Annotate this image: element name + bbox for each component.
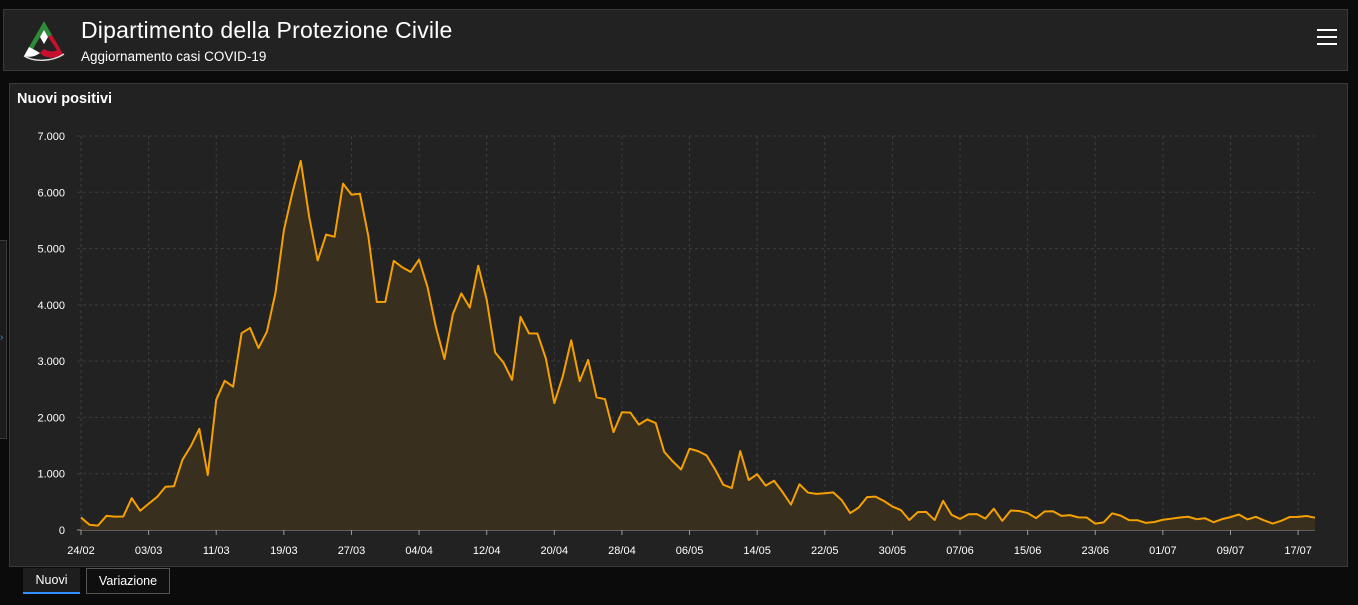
x-tick-label: 12/04 [473,545,501,557]
y-tick-label: 3.000 [37,356,65,368]
series-area [81,160,1315,530]
y-tick-label: 0 [59,525,65,537]
side-panel-toggle[interactable]: › [0,240,7,439]
x-tick-label: 14/05 [743,545,771,557]
x-tick-label: 03/03 [135,545,163,557]
x-tick-label: 11/03 [203,545,230,557]
x-tick-label: 04/04 [405,545,433,557]
tab-nuovi[interactable]: Nuovi [23,568,80,594]
x-tick-label: 23/06 [1081,545,1109,557]
x-tick-label: 28/04 [608,545,636,557]
series-line [80,159,1316,527]
hamburger-menu-icon[interactable] [1317,29,1337,47]
x-tick-label: 17/07 [1284,545,1312,557]
x-tick-label: 27/03 [338,545,366,557]
y-tick-label: 5.000 [37,244,65,256]
x-tick-label: 20/04 [541,545,569,557]
x-tick-label: 22/05 [811,545,839,557]
chart-title: Nuovi positivi [17,91,113,107]
x-tick-label: 15/06 [1014,545,1042,557]
protezione-civile-logo-icon [23,21,65,61]
y-tick-label: 6.000 [37,187,65,199]
tab-variazione[interactable]: Variazione [86,568,170,594]
chevron-right-icon: › [0,332,4,343]
y-tick-label: 1.000 [37,469,65,481]
x-tick-label: 07/06 [946,545,974,557]
x-tick-label: 09/07 [1217,545,1245,557]
app-title: Dipartimento della Protezione Civile [81,17,453,43]
app-header: Dipartimento della Protezione Civile Agg… [3,9,1348,71]
x-tick-label: 19/03 [270,545,298,557]
y-tick-label: 2.000 [37,412,65,424]
x-tick-label: 01/07 [1149,545,1177,557]
x-tick-label: 06/05 [676,545,704,557]
app-subtitle: Aggiornamento casi COVID-19 [81,49,267,64]
y-tick-label: 4.000 [37,300,65,312]
x-tick-label: 30/05 [879,545,907,557]
x-tick-label: 24/02 [67,545,95,557]
y-tick-label: 7.000 [37,131,65,143]
